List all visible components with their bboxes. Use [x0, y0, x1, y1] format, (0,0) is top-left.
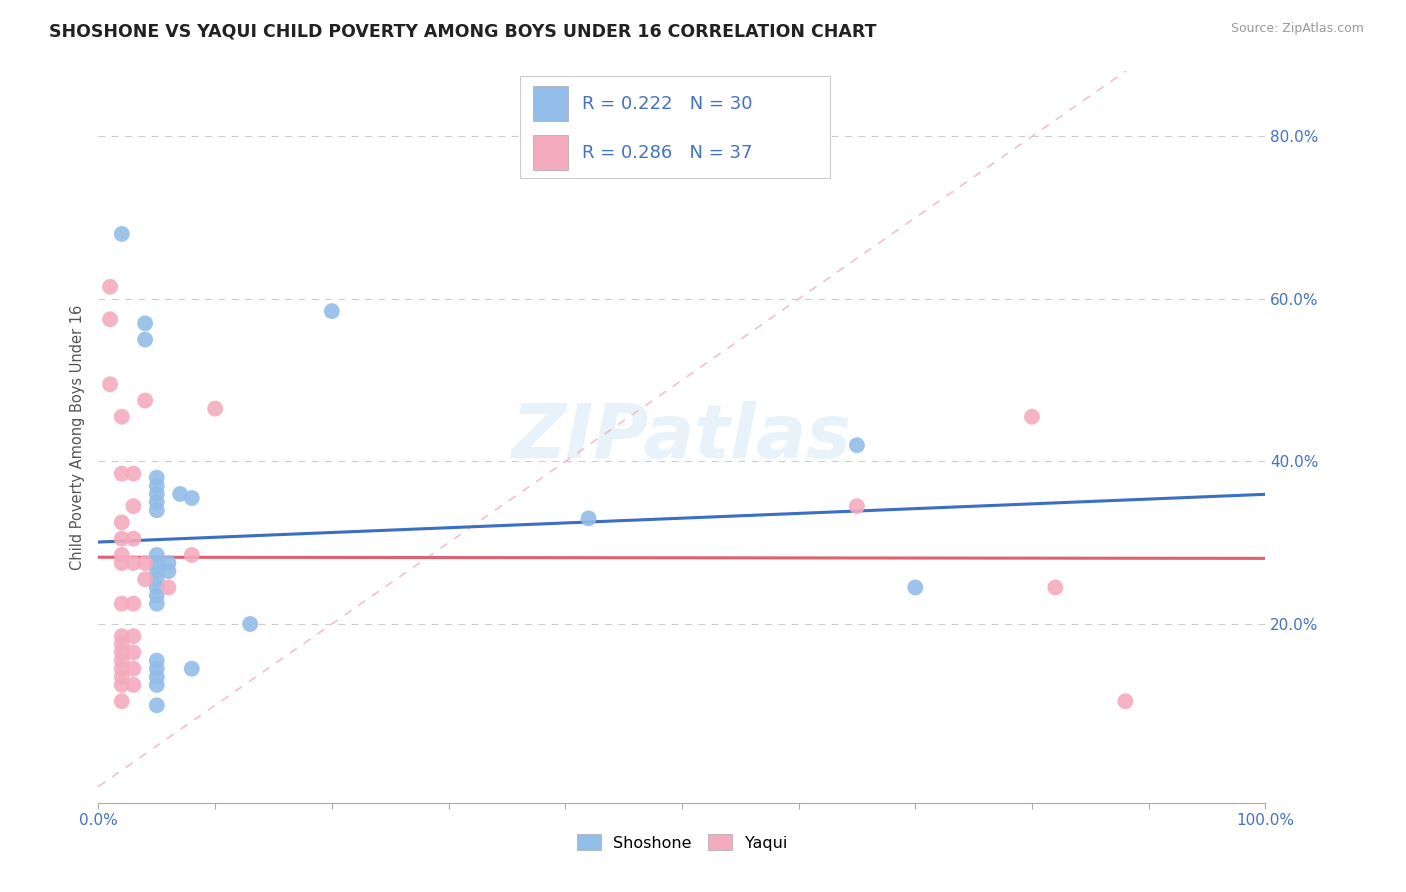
Point — [321, 304, 343, 318]
Y-axis label: Child Poverty Among Boys Under 16: Child Poverty Among Boys Under 16 — [70, 304, 86, 570]
Point — [146, 564, 169, 578]
Point — [180, 548, 202, 562]
Point — [111, 556, 134, 570]
Point — [146, 670, 169, 684]
Point — [146, 581, 169, 595]
Point — [111, 227, 134, 241]
Point — [134, 316, 156, 330]
Point — [111, 654, 134, 668]
Point — [146, 662, 169, 676]
Point — [98, 312, 121, 326]
Point — [111, 670, 134, 684]
Point — [146, 698, 169, 713]
Point — [122, 645, 145, 659]
Point — [578, 511, 600, 525]
Point — [146, 471, 169, 485]
Point — [157, 556, 180, 570]
Point — [122, 556, 145, 570]
Point — [146, 556, 169, 570]
Point — [146, 495, 169, 509]
Point — [111, 694, 134, 708]
Point — [1114, 694, 1136, 708]
Point — [111, 629, 134, 643]
Text: R = 0.286   N = 37: R = 0.286 N = 37 — [582, 144, 752, 161]
Text: ZIPatlas: ZIPatlas — [512, 401, 852, 474]
Point — [169, 487, 191, 501]
Point — [204, 401, 226, 416]
Point — [111, 637, 134, 651]
Point — [122, 597, 145, 611]
Point — [146, 589, 169, 603]
Point — [146, 479, 169, 493]
Text: Source: ZipAtlas.com: Source: ZipAtlas.com — [1230, 22, 1364, 36]
Point — [134, 572, 156, 586]
Point — [157, 581, 180, 595]
Point — [122, 678, 145, 692]
Point — [122, 662, 145, 676]
Point — [111, 516, 134, 530]
Point — [146, 487, 169, 501]
Point — [146, 654, 169, 668]
Point — [111, 467, 134, 481]
Point — [904, 581, 927, 595]
Point — [146, 572, 169, 586]
Point — [111, 548, 134, 562]
Point — [1021, 409, 1043, 424]
Point — [122, 629, 145, 643]
Point — [134, 556, 156, 570]
Point — [111, 662, 134, 676]
Point — [180, 491, 202, 505]
Legend: Shoshone, Yaqui: Shoshone, Yaqui — [571, 828, 793, 857]
Point — [111, 597, 134, 611]
Point — [146, 597, 169, 611]
Point — [111, 532, 134, 546]
Point — [239, 617, 262, 632]
Point — [134, 393, 156, 408]
Point — [180, 662, 202, 676]
Point — [122, 467, 145, 481]
Point — [122, 499, 145, 513]
Text: R = 0.222   N = 30: R = 0.222 N = 30 — [582, 95, 752, 112]
Point — [157, 564, 180, 578]
FancyBboxPatch shape — [533, 87, 568, 121]
Point — [111, 645, 134, 659]
Point — [146, 678, 169, 692]
Point — [98, 377, 121, 392]
Point — [122, 532, 145, 546]
Point — [846, 499, 869, 513]
FancyBboxPatch shape — [533, 136, 568, 170]
Point — [146, 548, 169, 562]
Text: SHOSHONE VS YAQUI CHILD POVERTY AMONG BOYS UNDER 16 CORRELATION CHART: SHOSHONE VS YAQUI CHILD POVERTY AMONG BO… — [49, 22, 877, 40]
Point — [134, 333, 156, 347]
Point — [846, 438, 869, 452]
Point — [1045, 581, 1067, 595]
Point — [146, 503, 169, 517]
Point — [98, 279, 121, 293]
Point — [111, 678, 134, 692]
Point — [111, 409, 134, 424]
